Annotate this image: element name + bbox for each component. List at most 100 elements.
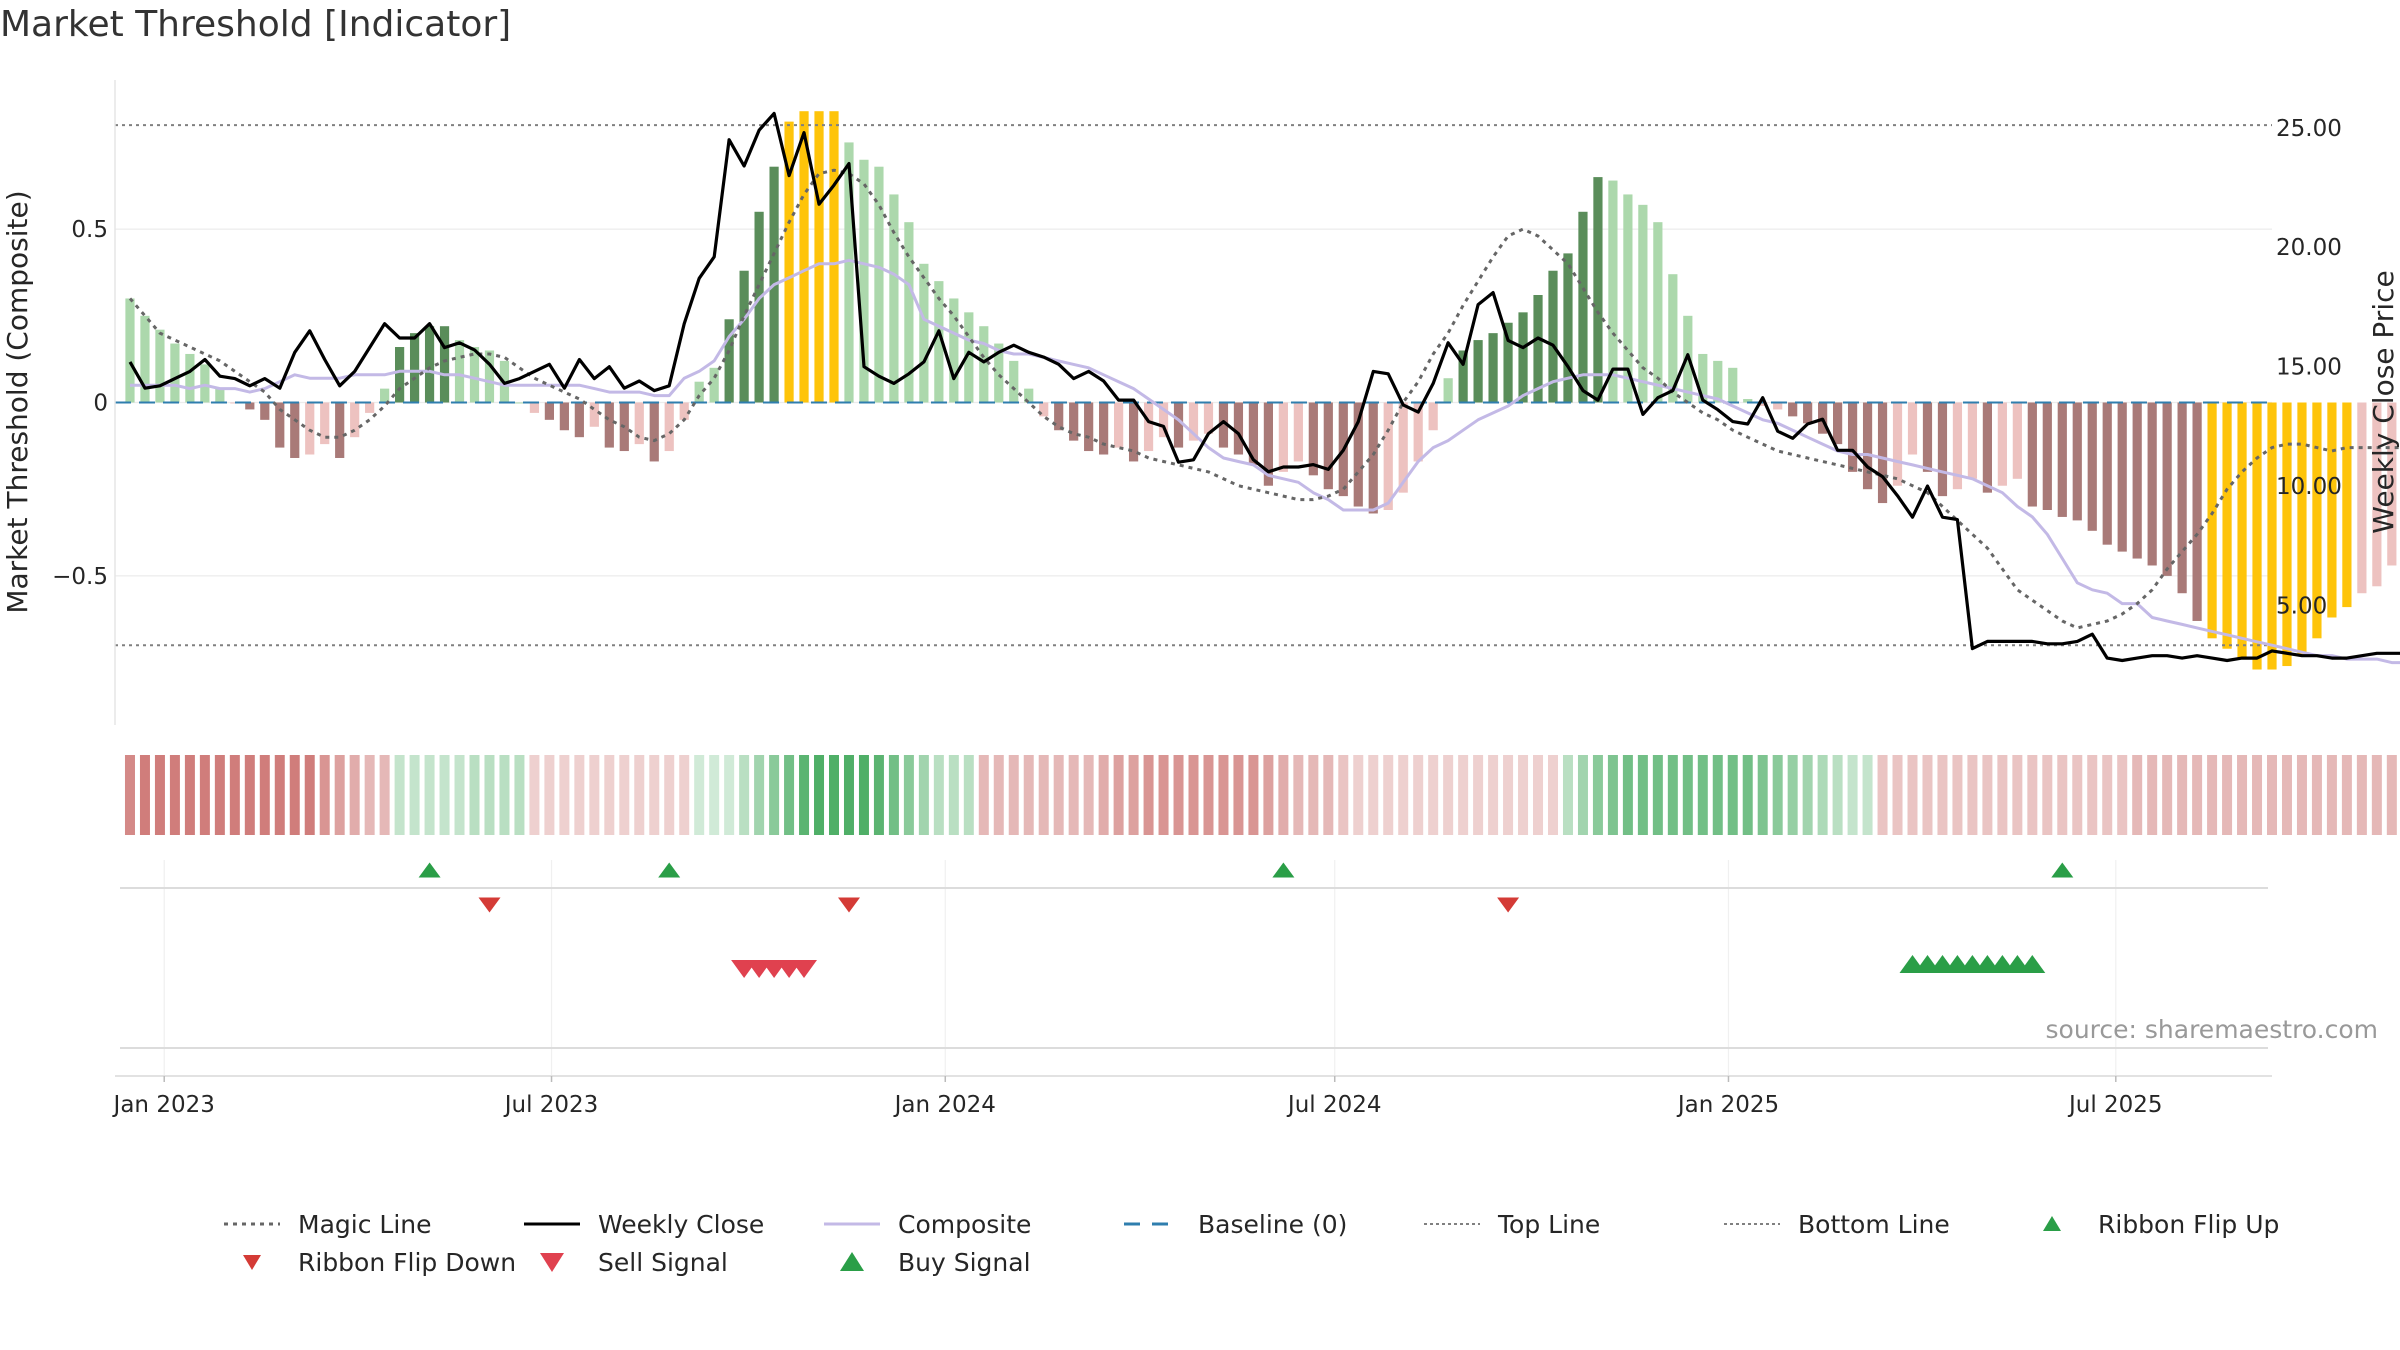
ribbon-cell: [679, 755, 690, 835]
composite-bar: [904, 222, 914, 403]
ribbon-cell: [139, 755, 150, 835]
composite-bar: [245, 402, 255, 410]
composite-bar: [230, 402, 240, 404]
y-right-tick-label: 25.00: [2276, 116, 2342, 142]
ribbon-cell: [1338, 755, 1349, 835]
composite-bar: [2282, 402, 2292, 667]
composite-bar: [1533, 295, 1543, 403]
ribbon-cell: [1533, 755, 1544, 835]
composite-bar: [395, 347, 405, 403]
ribbon-cell: [1068, 755, 1079, 835]
ribbon-cell: [214, 755, 225, 835]
ribbon-cell: [1143, 755, 1154, 835]
composite-bar: [1069, 402, 1079, 441]
composite-bar: [1278, 402, 1288, 472]
composite-bar: [544, 402, 554, 420]
ribbon-cell: [1697, 755, 1708, 835]
ribbon-cell: [769, 755, 780, 835]
ribbon-cell: [1518, 755, 1529, 835]
y-right-tick-label: 15.00: [2276, 355, 2342, 381]
composite-bar: [2147, 402, 2157, 566]
ribbon-cell: [1727, 755, 1738, 835]
ribbon-cell: [1667, 755, 1678, 835]
ribbon-cell: [1398, 755, 1409, 835]
ribbon-cell: [1862, 755, 1873, 835]
composite-bar: [649, 402, 659, 462]
ribbon-cell: [1278, 755, 1289, 835]
ribbon-cell: [1817, 755, 1828, 835]
composite-bar: [1788, 402, 1798, 417]
composite-bar: [1203, 402, 1214, 434]
ribbon-cell: [364, 755, 375, 835]
legend-item-buy-signal: Buy Signal: [820, 1248, 1120, 1277]
y-right-axis-label: Weekly Close Price: [2367, 270, 2400, 533]
composite-bar: [260, 402, 270, 420]
composite-bar: [514, 402, 525, 404]
composite-bar: [1233, 402, 1244, 455]
ribbon-cell: [1652, 755, 1663, 835]
ribbon-cell: [2087, 755, 2098, 835]
composite-bar: [2237, 402, 2247, 660]
x-tick-label: Jul 2024: [1286, 1092, 1382, 1118]
ribbon-cell: [1787, 755, 1798, 835]
dashed-line-icon: [1124, 1222, 1180, 1226]
legend-item-magic-line: Magic Line: [220, 1210, 520, 1239]
ribbon-cell: [1742, 755, 1753, 835]
composite-bar: [1368, 402, 1378, 514]
ribbon-flip-down-marker: [1497, 897, 1520, 913]
ribbon-cell: [2222, 755, 2233, 835]
composite-bar: [1084, 402, 1094, 452]
composite-bar: [2342, 402, 2352, 608]
composite-bar: [874, 166, 884, 403]
composite-bar: [2087, 402, 2097, 531]
legend: Magic Line Weekly Close Composite Baseline …: [220, 1205, 2320, 1281]
dotted-line-icon: [224, 1222, 280, 1226]
ribbon-cell: [2042, 755, 2053, 835]
ribbon-cell: [799, 755, 810, 835]
fine-dotted-line-icon: [1724, 1223, 1780, 1225]
triangle-down-icon: [243, 1255, 261, 1270]
composite-bar: [1323, 402, 1333, 490]
ribbon-cell: [2072, 755, 2083, 835]
ribbon-cell: [2177, 755, 2188, 835]
composite-bar: [215, 388, 225, 403]
ribbon-cell: [2386, 755, 2397, 835]
composite-bar: [1638, 204, 1648, 403]
y-right-tick-label: 20.00: [2276, 235, 2342, 261]
composite-bar: [1158, 402, 1169, 438]
composite-bar: [1039, 402, 1049, 417]
composite-bar: [574, 402, 584, 438]
buy-signal-marker: [2019, 955, 2046, 973]
composite-bar: [1383, 402, 1393, 510]
composite-bar: [1248, 402, 1259, 465]
ribbon-cell: [1128, 755, 1139, 835]
composite-bar: [949, 298, 959, 403]
composite-bar: [1728, 367, 1738, 403]
composite-bar: [529, 402, 540, 413]
composite-bar: [1503, 322, 1513, 403]
sell-signal-marker: [791, 960, 817, 978]
ribbon-cell: [589, 755, 600, 835]
composite-bar: [1982, 402, 1992, 493]
ribbon-cell: [2102, 755, 2113, 835]
ribbon-cell: [514, 755, 525, 835]
ribbon-cell: [604, 755, 615, 835]
ribbon-cell: [1832, 755, 1843, 835]
ribbon-cell: [394, 755, 405, 835]
legend-item-ribbon-flip-down: Ribbon Flip Down: [220, 1248, 520, 1277]
ribbon-cell: [963, 755, 974, 835]
composite-bar: [2117, 402, 2127, 552]
composite-bar: [604, 402, 614, 448]
ribbon-cell: [259, 755, 270, 835]
composite-bar: [1713, 360, 1723, 403]
ribbon-cell: [978, 755, 989, 835]
composite-bar: [1263, 402, 1273, 486]
composite-bar: [2267, 402, 2277, 670]
composite-bar: [634, 402, 644, 445]
ribbon-cell: [1607, 755, 1618, 835]
ribbon-cell: [124, 755, 135, 835]
ribbon-cell: [499, 755, 510, 835]
y-left-tick-label: 0.5: [71, 217, 108, 243]
composite-bar: [484, 350, 495, 403]
ribbon-flip-up-marker: [1272, 862, 1295, 878]
